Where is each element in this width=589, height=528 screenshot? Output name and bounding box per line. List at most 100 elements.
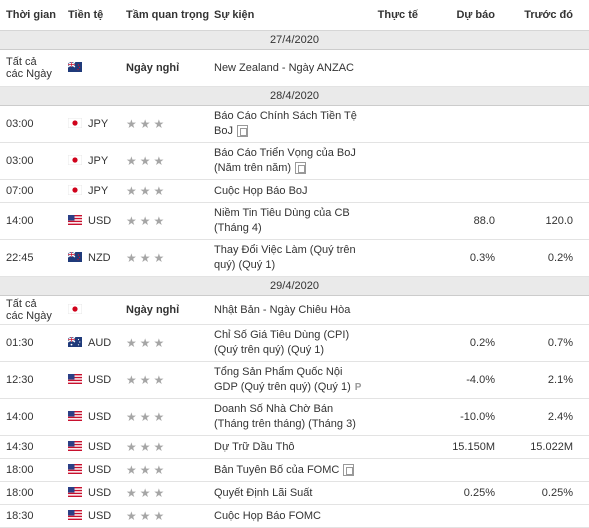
col-forecast-header[interactable]: Dự báo <box>424 0 501 31</box>
importance-stars: ★ ★ ★ <box>120 398 208 436</box>
event-time: 12:30 <box>0 361 62 399</box>
importance-stars: ★ ★ ★ <box>120 179 208 203</box>
actual-value <box>368 458 424 482</box>
event-name[interactable]: Quyết Định Lãi Suất <box>208 481 368 505</box>
forecast-value <box>424 295 501 325</box>
event-name[interactable]: Dự Trữ Dầu Thô <box>208 435 368 459</box>
col-actual-header[interactable]: Thực tế <box>368 0 424 31</box>
jp-flag-icon <box>68 185 82 196</box>
previous-value: 120.0 <box>501 202 589 240</box>
star-icon: ★ <box>126 486 137 500</box>
star-icon: ★ <box>153 251 165 265</box>
event-name[interactable]: Thay Đổi Việc Làm (Quý trên quý) (Quý 1) <box>208 239 368 277</box>
document-icon[interactable] <box>295 162 307 175</box>
us-flag-icon <box>68 441 82 452</box>
previous-value: 2.1% <box>501 361 589 399</box>
star-icon: ★ <box>139 117 151 131</box>
table-row[interactable]: 14:00 USD ★ ★ ★ Doanh Số Nhà Chờ Bán (Thán… <box>0 398 589 436</box>
previous-value <box>501 504 589 528</box>
event-name[interactable]: Báo Cáo Chính Sách Tiền Tệ BoJ <box>214 110 357 137</box>
forecast-value <box>424 49 501 87</box>
col-event-header[interactable]: Sự kiện <box>208 0 368 31</box>
importance-stars: ★ ★ ★ <box>120 202 208 240</box>
star-icon: ★ <box>153 440 165 454</box>
star-icon: ★ <box>139 251 151 265</box>
au-flag-icon <box>68 337 82 348</box>
event-cell[interactable]: Báo Cáo Chính Sách Tiền Tệ BoJ <box>208 105 368 143</box>
date-label: 28/4/2020 <box>0 86 589 106</box>
event-time: 18:30 <box>0 504 62 528</box>
table-row[interactable]: 01:30 AUD ★ ★ ★ Chỉ Số Giá Tiêu Dùng (CPI)… <box>0 324 589 362</box>
star-icon: ★ <box>126 184 137 198</box>
forecast-value <box>424 142 501 180</box>
currency-code: USD <box>88 411 112 423</box>
jp-flag-icon <box>68 118 82 129</box>
document-icon[interactable] <box>236 125 248 138</box>
table-row[interactable]: 03:00 JPY ★ ★ ★ Báo Cáo Triển Vọng của BoJ… <box>0 142 589 180</box>
star-icon: ★ <box>153 214 165 228</box>
us-flag-icon <box>68 487 82 498</box>
star-icon: ★ <box>153 509 165 523</box>
star-icon: ★ <box>153 463 165 477</box>
table-row[interactable]: 07:00 JPY ★ ★ ★ Cuộc Họp Báo BoJ <box>0 179 589 203</box>
currency-cell: AUD <box>62 324 120 362</box>
previous-value: 0.25% <box>501 481 589 505</box>
col-time-header[interactable]: Thời gian <box>0 0 62 31</box>
holiday-label: Ngày nghỉ <box>126 62 180 74</box>
event-name[interactable]: New Zealand - Ngày ANZAC <box>208 49 368 87</box>
event-name[interactable]: Báo Cáo Triển Vọng của BoJ (Năm trên năm… <box>214 147 356 174</box>
star-icon: ★ <box>126 117 137 131</box>
actual-value <box>368 142 424 180</box>
forecast-value <box>424 105 501 143</box>
table-row[interactable]: 22:45 NZD ★ ★ ★ Thay Đổi Việc Làm (Quý trê… <box>0 239 589 277</box>
col-importance-header[interactable]: Tầm quan trọng <box>120 0 209 31</box>
star-icon: ★ <box>126 336 137 350</box>
event-name[interactable]: Niềm Tin Tiêu Dùng của CB (Tháng 4) <box>208 202 368 240</box>
table-row[interactable]: Tất cả các Ngày Ngày nghỉ New Zealand - … <box>0 49 589 87</box>
document-icon[interactable] <box>343 463 355 476</box>
currency-code: USD <box>88 487 112 499</box>
table-row[interactable]: 14:00 USD ★ ★ ★ Niềm Tin Tiêu Dùng của CB … <box>0 202 589 240</box>
event-name[interactable]: Doanh Số Nhà Chờ Bán (Tháng trên tháng) … <box>208 398 368 436</box>
star-icon: ★ <box>126 251 137 265</box>
currency-code: USD <box>88 441 112 453</box>
event-time: 03:00 <box>0 142 62 180</box>
currency-cell: JPY <box>62 142 120 180</box>
nz-flag-icon <box>68 62 82 73</box>
previous-value <box>501 295 589 325</box>
actual-value <box>368 239 424 277</box>
event-name[interactable]: Cuộc Họp Báo BoJ <box>208 179 368 203</box>
date-row: 28/4/2020 <box>0 86 589 106</box>
forecast-value: 15.150M <box>424 435 501 459</box>
event-time: 03:00 <box>0 105 62 143</box>
event-name[interactable]: Cuộc Họp Báo FOMC <box>208 504 368 528</box>
table-row[interactable]: 12:30 USD ★ ★ ★ Tổng Sản Phẩm Quốc Nội GDP… <box>0 361 589 399</box>
forecast-value: 88.0 <box>424 202 501 240</box>
currency-code: AUD <box>88 337 112 349</box>
importance-stars: ★ ★ ★ <box>120 324 208 362</box>
actual-value <box>368 202 424 240</box>
event-name[interactable]: Nhật Bản - Ngày Chiêu Hòa <box>208 295 368 325</box>
event-name[interactable]: Tổng Sản Phẩm Quốc Nội GDP (Quý trên quý… <box>214 366 351 393</box>
star-icon: ★ <box>153 336 165 350</box>
forecast-value <box>424 179 501 203</box>
table-row[interactable]: Tất cả các Ngày Ngày nghỉ Nhật Bản - Ngà… <box>0 295 589 325</box>
currency-cell <box>62 295 120 325</box>
col-currency-header[interactable]: Tiền tệ <box>62 0 120 31</box>
table-row[interactable]: 18:30 USD ★ ★ ★ Cuộc Họp Báo FOMC <box>0 504 589 528</box>
event-cell[interactable]: Tổng Sản Phẩm Quốc Nội GDP (Quý trên quý… <box>208 361 368 399</box>
table-row[interactable]: 03:00 JPY ★ ★ ★ Báo Cáo Chính Sách Tiền Tệ… <box>0 105 589 143</box>
table-row[interactable]: 18:00 USD ★ ★ ★ Bản Tuyên Bố của FOMC <box>0 458 589 482</box>
star-icon: ★ <box>139 373 151 387</box>
star-icon: ★ <box>139 486 151 500</box>
event-cell[interactable]: Báo Cáo Triển Vọng của BoJ (Năm trên năm… <box>208 142 368 180</box>
header-row: Thời gian Tiền tệ Tầm quan trọng Sự kiện… <box>0 0 589 31</box>
previous-value: 2.4% <box>501 398 589 436</box>
event-name[interactable]: Bản Tuyên Bố của FOMC <box>214 463 340 476</box>
previous-value: 0.7% <box>501 324 589 362</box>
col-previous-header[interactable]: Trước đó <box>501 0 589 31</box>
table-row[interactable]: 18:00 USD ★ ★ ★ Quyết Định Lãi Suất 0.25% … <box>0 481 589 505</box>
table-row[interactable]: 14:30 USD ★ ★ ★ Dự Trữ Dầu Thô 15.150M 15.… <box>0 435 589 459</box>
event-cell[interactable]: Bản Tuyên Bố của FOMC <box>208 458 368 482</box>
event-name[interactable]: Chỉ Số Giá Tiêu Dùng (CPI) (Quý trên quý… <box>208 324 368 362</box>
